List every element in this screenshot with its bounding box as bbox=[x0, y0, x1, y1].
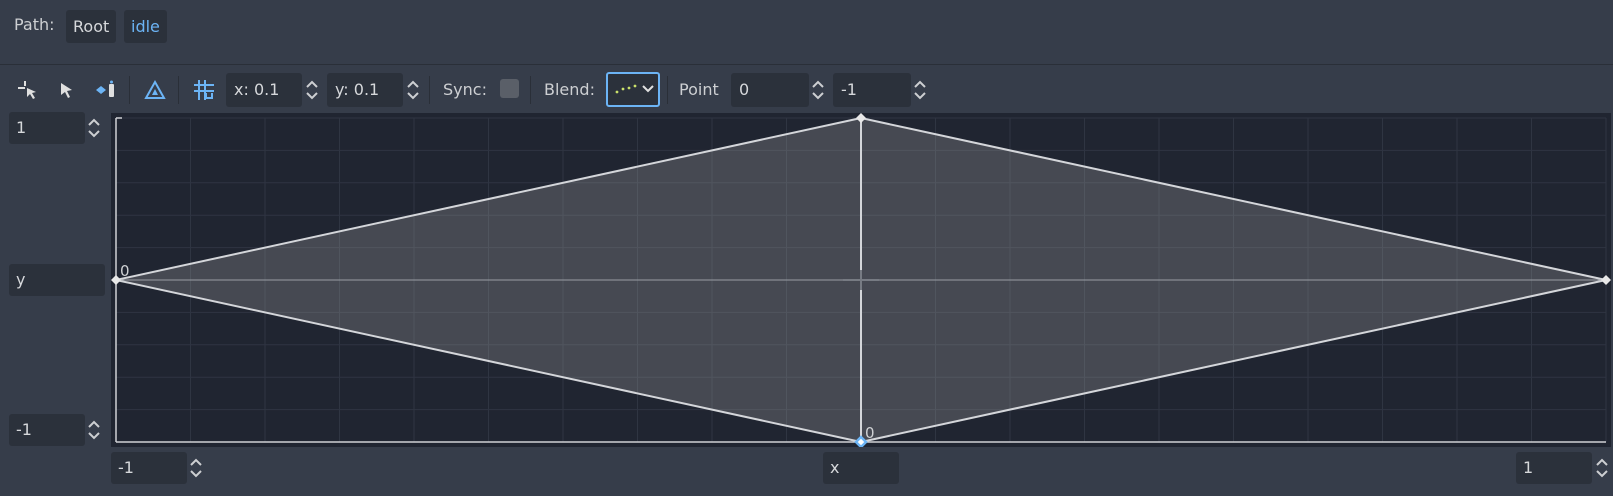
spin-arrows-icon[interactable] bbox=[305, 79, 319, 101]
chevron-down-icon bbox=[642, 85, 654, 93]
select-move-icon[interactable] bbox=[54, 78, 78, 102]
blend-space-toolbar: x: 0.1 y: 0.1 Sync: Blend: Point 0 -1 bbox=[0, 70, 1613, 110]
triangle-edge bbox=[115, 117, 862, 281]
blend-dot-icon bbox=[615, 90, 619, 94]
toolbar-separator bbox=[129, 76, 130, 104]
min-y-input[interactable]: -1 bbox=[9, 414, 85, 446]
blend-point bbox=[111, 275, 121, 285]
spin-arrows-icon[interactable] bbox=[1595, 457, 1609, 479]
grid-snap-icon[interactable] bbox=[192, 78, 216, 102]
y-label-input[interactable]: y bbox=[9, 264, 105, 296]
blend-point-label: 0 bbox=[120, 262, 130, 280]
spin-arrows-icon[interactable] bbox=[87, 117, 101, 139]
point-y-input[interactable]: -1 bbox=[833, 73, 911, 107]
snap-x-input[interactable]: x: 0.1 bbox=[226, 73, 302, 107]
blend-points: 00 bbox=[111, 113, 1611, 447]
toolbar-separator bbox=[429, 76, 430, 104]
blend-point bbox=[1601, 275, 1611, 285]
point-x-input[interactable]: 0 bbox=[731, 73, 809, 107]
triangle-edge bbox=[860, 117, 1607, 281]
divider bbox=[0, 64, 1613, 65]
snap-y-input[interactable]: y: 0.1 bbox=[327, 73, 403, 107]
toolbar-separator bbox=[667, 76, 668, 104]
create-triangles-icon[interactable] bbox=[94, 78, 118, 102]
path-crumb-root[interactable]: Root bbox=[66, 10, 117, 43]
spin-arrows-icon[interactable] bbox=[811, 79, 825, 101]
spin-arrows-icon[interactable] bbox=[913, 79, 927, 101]
triangle-edges bbox=[115, 117, 1607, 443]
spin-arrows-icon[interactable] bbox=[189, 457, 203, 479]
blend-label: Blend: bbox=[544, 80, 595, 99]
blend-mode-dropdown[interactable] bbox=[606, 72, 660, 107]
create-points-icon[interactable] bbox=[15, 78, 39, 102]
min-x-input[interactable]: -1 bbox=[111, 452, 187, 484]
x-label-input[interactable]: x bbox=[823, 452, 899, 484]
blend-point bbox=[856, 113, 866, 123]
blend-point-selected bbox=[854, 435, 868, 447]
path-label: Path: bbox=[14, 15, 55, 34]
path-bar: Path: Root idle bbox=[0, 0, 1613, 54]
spin-arrows-icon[interactable] bbox=[87, 419, 101, 441]
triangle-edge bbox=[115, 279, 862, 443]
max-y-input[interactable]: 1 bbox=[9, 112, 85, 144]
triangle-edit-icon[interactable] bbox=[143, 78, 167, 102]
max-x-input[interactable]: 1 bbox=[1516, 452, 1592, 484]
sync-checkbox[interactable] bbox=[500, 79, 519, 98]
sync-label: Sync: bbox=[443, 80, 487, 99]
toolbar-separator bbox=[530, 76, 531, 104]
spin-arrows-icon[interactable] bbox=[406, 79, 420, 101]
triangle-edge bbox=[860, 279, 1607, 443]
point-label: Point bbox=[679, 80, 719, 99]
path-crumb-idle[interactable]: idle bbox=[124, 10, 167, 43]
blend-point-label: 0 bbox=[865, 424, 875, 442]
toolbar-separator bbox=[178, 76, 179, 104]
